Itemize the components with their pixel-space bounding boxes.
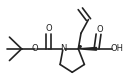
Text: N: N — [60, 44, 67, 53]
Text: O: O — [32, 44, 38, 53]
Text: OH: OH — [111, 44, 124, 53]
Polygon shape — [78, 47, 97, 50]
Text: O: O — [97, 25, 104, 34]
Text: O: O — [45, 24, 52, 33]
